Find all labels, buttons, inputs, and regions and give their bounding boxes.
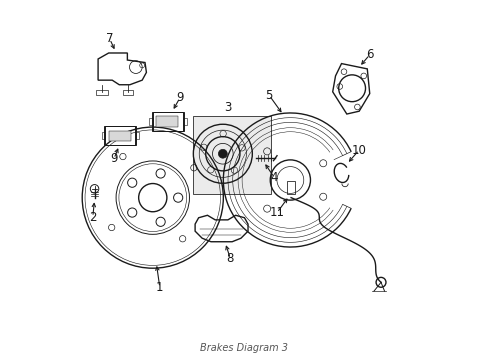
Bar bbox=[102, 132, 105, 139]
Text: 7: 7 bbox=[106, 32, 113, 45]
Bar bbox=[151, 112, 183, 131]
Bar bbox=[183, 118, 186, 125]
Circle shape bbox=[218, 149, 227, 158]
Bar bbox=[286, 181, 295, 194]
Text: 11: 11 bbox=[269, 206, 284, 219]
Text: 9: 9 bbox=[110, 152, 118, 165]
Text: 5: 5 bbox=[265, 89, 272, 102]
Text: 9: 9 bbox=[176, 91, 183, 104]
Bar bbox=[122, 90, 133, 95]
Text: 8: 8 bbox=[226, 252, 234, 265]
Text: 6: 6 bbox=[365, 48, 373, 61]
Bar bbox=[193, 117, 270, 194]
Bar bbox=[136, 132, 139, 139]
Bar bbox=[152, 112, 183, 131]
Bar bbox=[149, 118, 152, 125]
Text: 4: 4 bbox=[270, 171, 278, 184]
Text: Brakes Diagram 3: Brakes Diagram 3 bbox=[200, 343, 288, 352]
Text: 1: 1 bbox=[156, 281, 163, 294]
Bar bbox=[105, 126, 136, 145]
Bar bbox=[156, 117, 178, 127]
Bar bbox=[96, 90, 107, 95]
Text: 10: 10 bbox=[351, 144, 366, 157]
Text: 2: 2 bbox=[89, 211, 96, 224]
Bar bbox=[104, 126, 135, 145]
Bar bbox=[108, 131, 130, 141]
Text: 3: 3 bbox=[224, 101, 231, 114]
